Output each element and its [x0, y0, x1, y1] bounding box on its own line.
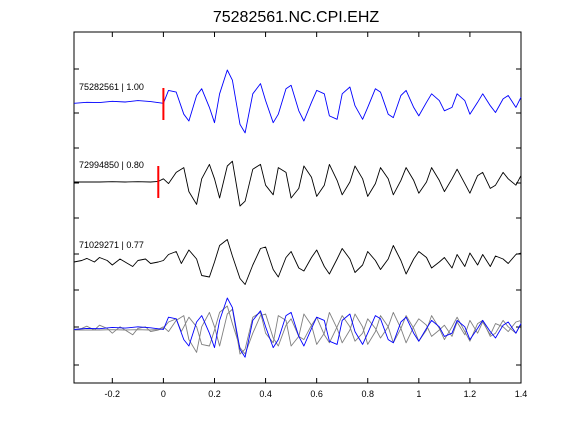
- plot-frame: [73, 31, 522, 384]
- overlay-trace-1: [74, 308, 522, 355]
- x-tick-label: 0.6: [310, 389, 323, 399]
- trace-0: [73, 69, 522, 134]
- x-axis: -0.2 0 0.2 0.4 0.6 0.8 1 1.2 1.4: [105, 32, 528, 399]
- x-tick-label: 1: [416, 389, 421, 399]
- x-tick-label: 0.4: [259, 389, 272, 399]
- trace-label-0: 75282561 | 1.00: [79, 82, 144, 92]
- x-tick-label: 1.4: [515, 389, 528, 399]
- trace-label-1: 72994850 | 0.80: [79, 160, 144, 170]
- x-tick-label: -0.2: [105, 389, 121, 399]
- x-tick-label: 0.8: [361, 389, 374, 399]
- y-tick-marks: [74, 68, 521, 366]
- x-tick-label: 1.2: [464, 389, 477, 399]
- chart-title: 75282561.NC.CPI.EHZ: [213, 9, 380, 26]
- trace-group: 75282561 | 1.00 72994850 | 0.80 71029271 |…: [73, 69, 522, 358]
- x-tick-label: 0.2: [208, 389, 221, 399]
- trace-label-2: 71029271 | 0.77: [79, 240, 144, 250]
- x-tick-label: 0: [161, 389, 166, 399]
- trace-1: [74, 160, 522, 207]
- overlay-trace-0: [73, 297, 522, 358]
- trace-2: [73, 239, 522, 285]
